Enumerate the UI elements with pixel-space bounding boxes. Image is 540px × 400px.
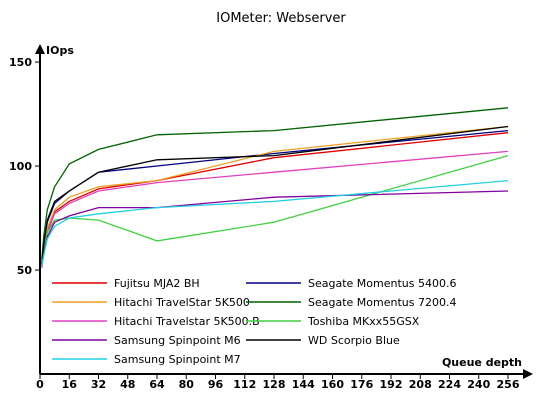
series-line-4 — [41, 107, 509, 260]
legend-label-9: Samsung Spinpoint M7 — [114, 353, 241, 366]
legend-label-3: Hitachi TravelStar 5K500 — [114, 296, 250, 309]
x-tick-label: 80 — [179, 378, 195, 391]
y-axis-arrow — [35, 44, 45, 54]
x-tick-label: 240 — [467, 378, 490, 391]
y-tick-label: 100 — [9, 160, 32, 173]
x-tick-label: 160 — [321, 378, 344, 391]
legend-label-6: Toshiba MKxx55GSX — [307, 315, 420, 328]
x-tick-label: 32 — [91, 378, 106, 391]
x-tick-label: 224 — [438, 378, 461, 391]
x-tick-label: 64 — [149, 378, 165, 391]
legend-label-7: Samsung Spinpoint M6 — [114, 334, 241, 347]
x-tick-label: 48 — [120, 378, 135, 391]
chart-title: IOMeter: Webserver — [216, 11, 346, 26]
series-line-7 — [41, 190, 509, 266]
x-tick-label: 176 — [350, 378, 373, 391]
legend-label-8: WD Scorpio Blue — [308, 334, 400, 347]
x-tick-label: 144 — [292, 378, 315, 391]
series-line-8 — [41, 125, 509, 264]
legend-label-5: Hitachi Travelstar 5K500.B — [114, 315, 260, 328]
series-line-1 — [41, 132, 509, 266]
x-axis-title: Queue depth — [442, 356, 522, 369]
x-tick-label: 96 — [208, 378, 224, 391]
x-tick-label: 112 — [233, 378, 256, 391]
x-tick-label: 208 — [409, 378, 432, 391]
x-tick-label: 256 — [497, 378, 520, 391]
y-axis-title: IOps — [46, 44, 74, 57]
x-tick-label: 192 — [380, 378, 403, 391]
y-tick-label: 50 — [17, 264, 33, 277]
x-tick-label: 16 — [62, 378, 78, 391]
legend-label-4: Seagate Momentus 7200.4 — [308, 296, 456, 309]
series-layer — [41, 107, 509, 268]
series-line-9 — [41, 179, 509, 266]
x-tick-label: 128 — [263, 378, 286, 391]
legend-label-1: Fujitsu MJA2 BH — [114, 277, 200, 290]
legend-label-2: Seagate Momentus 5400.6 — [308, 277, 456, 290]
series-line-3 — [41, 125, 509, 266]
legend: Fujitsu MJA2 BH Seagate Momentus 5400.6 Hi… — [52, 277, 456, 366]
x-tick-label: 0 — [36, 378, 44, 391]
y-tick-label: 150 — [9, 56, 32, 69]
x-axis-arrow — [523, 369, 533, 379]
ticks-layer: 0 16 32 48 64 80 96 112 128 144 160 176 192 208 224 240… — [9, 56, 520, 391]
